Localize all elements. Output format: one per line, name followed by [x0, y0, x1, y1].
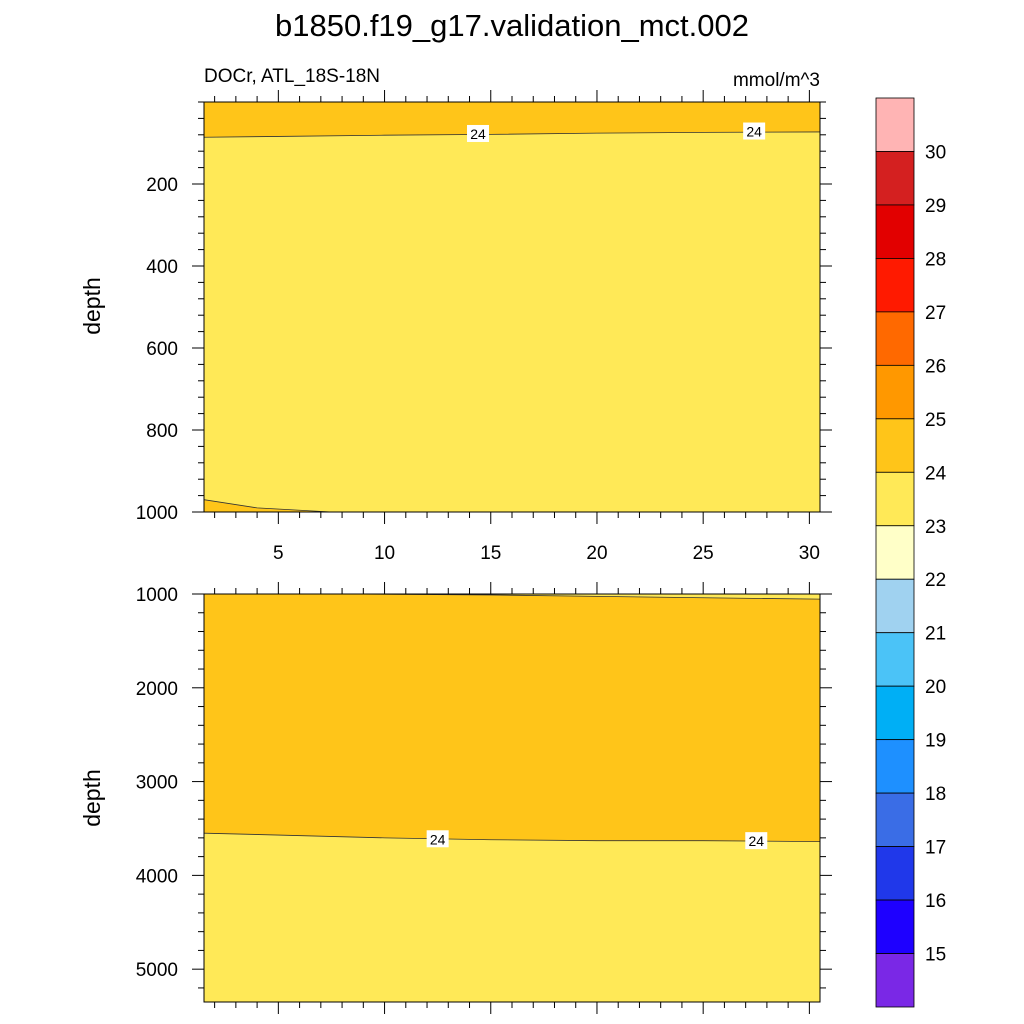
colorbar-label: 28	[925, 249, 946, 270]
y-tick-label: 1000	[136, 503, 178, 524]
contour-label-bg	[426, 830, 449, 848]
colorbar-swatch	[875, 846, 915, 901]
colorbar-label: 22	[925, 570, 946, 591]
colorbar-label: 26	[925, 356, 946, 377]
upper-panel: DOCr, ATL_18S-18N mmol/m^3 24 24 5 10 15 20 25…	[79, 66, 832, 564]
colorbar-label: 16	[925, 891, 946, 912]
contour-label: 24	[748, 833, 764, 849]
y-tick-label: 3000	[136, 773, 178, 794]
y-tick-label: 5000	[136, 960, 178, 981]
colorbar-label: 25	[925, 410, 946, 431]
colorbar-label: 29	[925, 196, 946, 217]
colorbar-label: 23	[925, 517, 946, 538]
chart-title: b1850.f19_g17.validation_mct.002	[275, 8, 749, 43]
lower-y-axis-label: depth	[79, 769, 105, 827]
contour-line-24	[342, 593, 821, 600]
colorbar-swatch	[875, 899, 915, 954]
fill-region-23-24-corner	[342, 594, 820, 600]
y-tick-label: 800	[146, 421, 178, 442]
colorbar-swatch	[875, 204, 915, 259]
x-tick-label: 5	[273, 543, 284, 564]
colorbar-swatch	[875, 311, 915, 366]
variable-region-label: DOCr, ATL_18S-18N	[204, 66, 380, 87]
colorbar-label: 19	[925, 731, 946, 752]
colorbar-label: 18	[925, 784, 946, 805]
fill-region-23-24	[204, 102, 820, 512]
colorbar-swatch	[875, 364, 915, 420]
colorbar-label: 15	[925, 945, 946, 966]
fill-region-24-25	[204, 102, 820, 138]
colorbar-swatch	[875, 151, 915, 206]
x-tick-label: 20	[586, 543, 607, 564]
colorbar-label: 20	[925, 677, 946, 698]
fill-region-24-25	[204, 594, 820, 842]
colorbar-label: 21	[925, 624, 946, 645]
colorbar-swatch	[875, 578, 915, 634]
lower-panel: 24 24 1000 2000 3000 4000 5000 depth	[79, 582, 832, 1014]
colorbar: 15 16 17 18 19 20 21 22 23 24 25 26 27 28 29 30	[875, 97, 947, 1008]
colorbar-swatch	[875, 739, 915, 794]
upper-plot: 24 24 5 10 15 20 25 30 200 400 600 800 1000	[136, 90, 832, 564]
colorbar-swatch	[875, 953, 915, 1008]
y-tick-label: 200	[146, 175, 178, 196]
x-tick-label: 25	[693, 543, 714, 564]
contour-line-24	[203, 832, 821, 843]
contour-line-24	[203, 131, 821, 138]
x-tick-label: 10	[374, 543, 395, 564]
x-tick-label: 15	[480, 543, 501, 564]
y-tick-label: 2000	[136, 679, 178, 700]
colorbar-label: 24	[925, 463, 947, 484]
contour-label: 24	[430, 831, 446, 847]
contour-label-bg	[745, 832, 768, 850]
y-tick-label: 400	[146, 257, 178, 278]
colorbar-swatch	[875, 525, 915, 580]
colorbar-label: 30	[925, 142, 946, 163]
colorbar-swatch	[875, 418, 915, 473]
contour-line-24	[203, 499, 332, 513]
colorbar-swatch	[875, 632, 915, 687]
contour-label-bg	[743, 122, 766, 140]
contour-label: 24	[746, 124, 762, 140]
upper-y-axis-label: depth	[79, 277, 105, 335]
y-tick-label: 600	[146, 339, 178, 360]
colorbar-label: 17	[925, 838, 946, 859]
colorbar-swatch	[875, 685, 915, 741]
colorbar-swatch	[875, 258, 915, 313]
colorbar-swatch	[875, 792, 915, 847]
contour-label: 24	[470, 126, 486, 142]
colorbar-swatch	[875, 471, 915, 527]
fill-region-24-25-corner	[204, 499, 332, 512]
colorbar-label: 27	[925, 303, 946, 324]
y-tick-label: 1000	[136, 585, 178, 606]
units-label: mmol/m^3	[733, 70, 820, 91]
contour-label-bg	[467, 124, 490, 142]
lower-plot: 24 24 1000 2000 3000 4000 5000	[136, 582, 832, 1014]
colorbar-swatch	[875, 97, 915, 152]
x-tick-label: 30	[799, 543, 820, 564]
y-tick-label: 4000	[136, 866, 178, 887]
